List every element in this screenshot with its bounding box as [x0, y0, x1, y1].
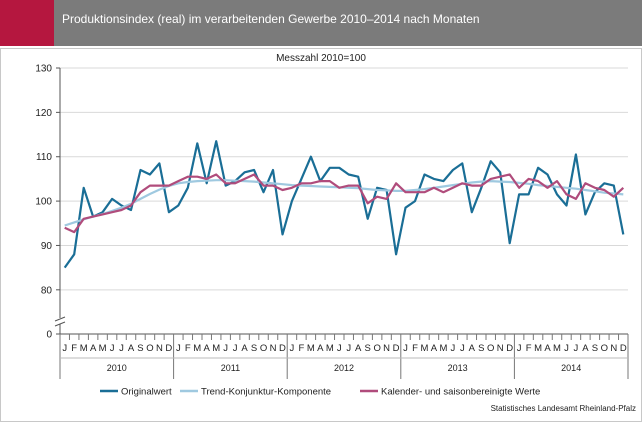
month-label: J: [176, 343, 181, 354]
month-label: M: [99, 343, 107, 354]
y-tick-label: 80: [41, 285, 53, 296]
y-tick-label: 120: [35, 108, 52, 119]
month-label: A: [431, 343, 438, 354]
month-label: O: [487, 343, 494, 354]
month-label: D: [165, 343, 172, 354]
month-label: S: [251, 343, 257, 354]
month-label: A: [544, 343, 551, 354]
title-bar: [0, 0, 642, 46]
month-label: M: [439, 343, 447, 354]
month-label: A: [128, 343, 135, 354]
month-label: M: [80, 343, 88, 354]
month-label: J: [460, 343, 465, 354]
month-label: J: [62, 343, 67, 354]
month-label: M: [193, 343, 201, 354]
month-label: M: [553, 343, 561, 354]
month-label: A: [204, 343, 211, 354]
month-label: J: [450, 343, 455, 354]
month-label: D: [506, 343, 513, 354]
axis-break-mark: [54, 316, 66, 327]
month-label: F: [412, 343, 418, 354]
series-line-original: [63, 140, 625, 269]
month-label: J: [223, 343, 228, 354]
month-label: O: [260, 343, 267, 354]
month-label: O: [146, 343, 153, 354]
source-note: Statistisches Landesamt Rheinland-Pfalz: [490, 404, 636, 413]
year-label: 2010: [107, 363, 127, 373]
month-label: F: [298, 343, 304, 354]
month-label: J: [574, 343, 579, 354]
month-label: N: [383, 343, 390, 354]
month-label: F: [185, 343, 191, 354]
month-label: A: [317, 343, 324, 354]
month-label: N: [497, 343, 504, 354]
month-label: A: [469, 343, 476, 354]
month-label: S: [137, 343, 143, 354]
year-label: 2012: [334, 363, 354, 373]
month-label: J: [403, 343, 408, 354]
month-label: M: [534, 343, 542, 354]
month-label: J: [119, 343, 124, 354]
month-label: S: [592, 343, 598, 354]
month-label: D: [279, 343, 286, 354]
month-label: A: [355, 343, 362, 354]
accent-block: [0, 0, 54, 46]
legend-label: Originalwert: [121, 387, 172, 398]
month-label: J: [346, 343, 351, 354]
month-label: D: [393, 343, 400, 354]
month-label: N: [610, 343, 617, 354]
month-label: S: [478, 343, 484, 354]
month-label: M: [421, 343, 429, 354]
year-label: 2013: [448, 363, 468, 373]
y-tick-label: 130: [35, 64, 52, 75]
legend-item: Trend-Konjunktur-Komponente: [180, 387, 331, 398]
month-label: O: [601, 343, 608, 354]
month-label: S: [364, 343, 370, 354]
y-tick-label: 0: [46, 330, 52, 341]
month-label: A: [90, 343, 97, 354]
month-label: J: [517, 343, 522, 354]
legend-item: Kalender- und saisonbereinigte Werte: [360, 387, 540, 398]
y-tick-label: 110: [36, 152, 52, 163]
series-line-seasonal: [64, 173, 625, 234]
month-label: N: [156, 343, 163, 354]
legend-item: Originalwert: [100, 387, 172, 398]
month-label: D: [620, 343, 627, 354]
chart-title: Produktionsindex (real) im verarbeitende…: [62, 12, 480, 26]
month-label: M: [307, 343, 315, 354]
month-label: O: [373, 343, 380, 354]
year-label: 2014: [561, 363, 581, 373]
y-tick-label: 100: [35, 197, 52, 208]
month-label: J: [233, 343, 238, 354]
month-label: N: [270, 343, 277, 354]
month-label: A: [241, 343, 248, 354]
month-label: F: [71, 343, 77, 354]
month-label: J: [110, 343, 115, 354]
month-label: A: [582, 343, 589, 354]
legend-label: Kalender- und saisonbereinigte Werte: [381, 387, 540, 398]
year-label: 2011: [221, 363, 240, 373]
legend-label: Trend-Konjunktur-Komponente: [201, 387, 331, 398]
month-label: J: [290, 343, 295, 354]
month-label: M: [326, 343, 334, 354]
month-label: J: [564, 343, 569, 354]
chart-subtitle: Messzahl 2010=100: [276, 53, 366, 64]
month-label: M: [212, 343, 220, 354]
month-label: J: [337, 343, 342, 354]
y-tick-label: 90: [41, 241, 53, 252]
month-label: F: [526, 343, 532, 354]
